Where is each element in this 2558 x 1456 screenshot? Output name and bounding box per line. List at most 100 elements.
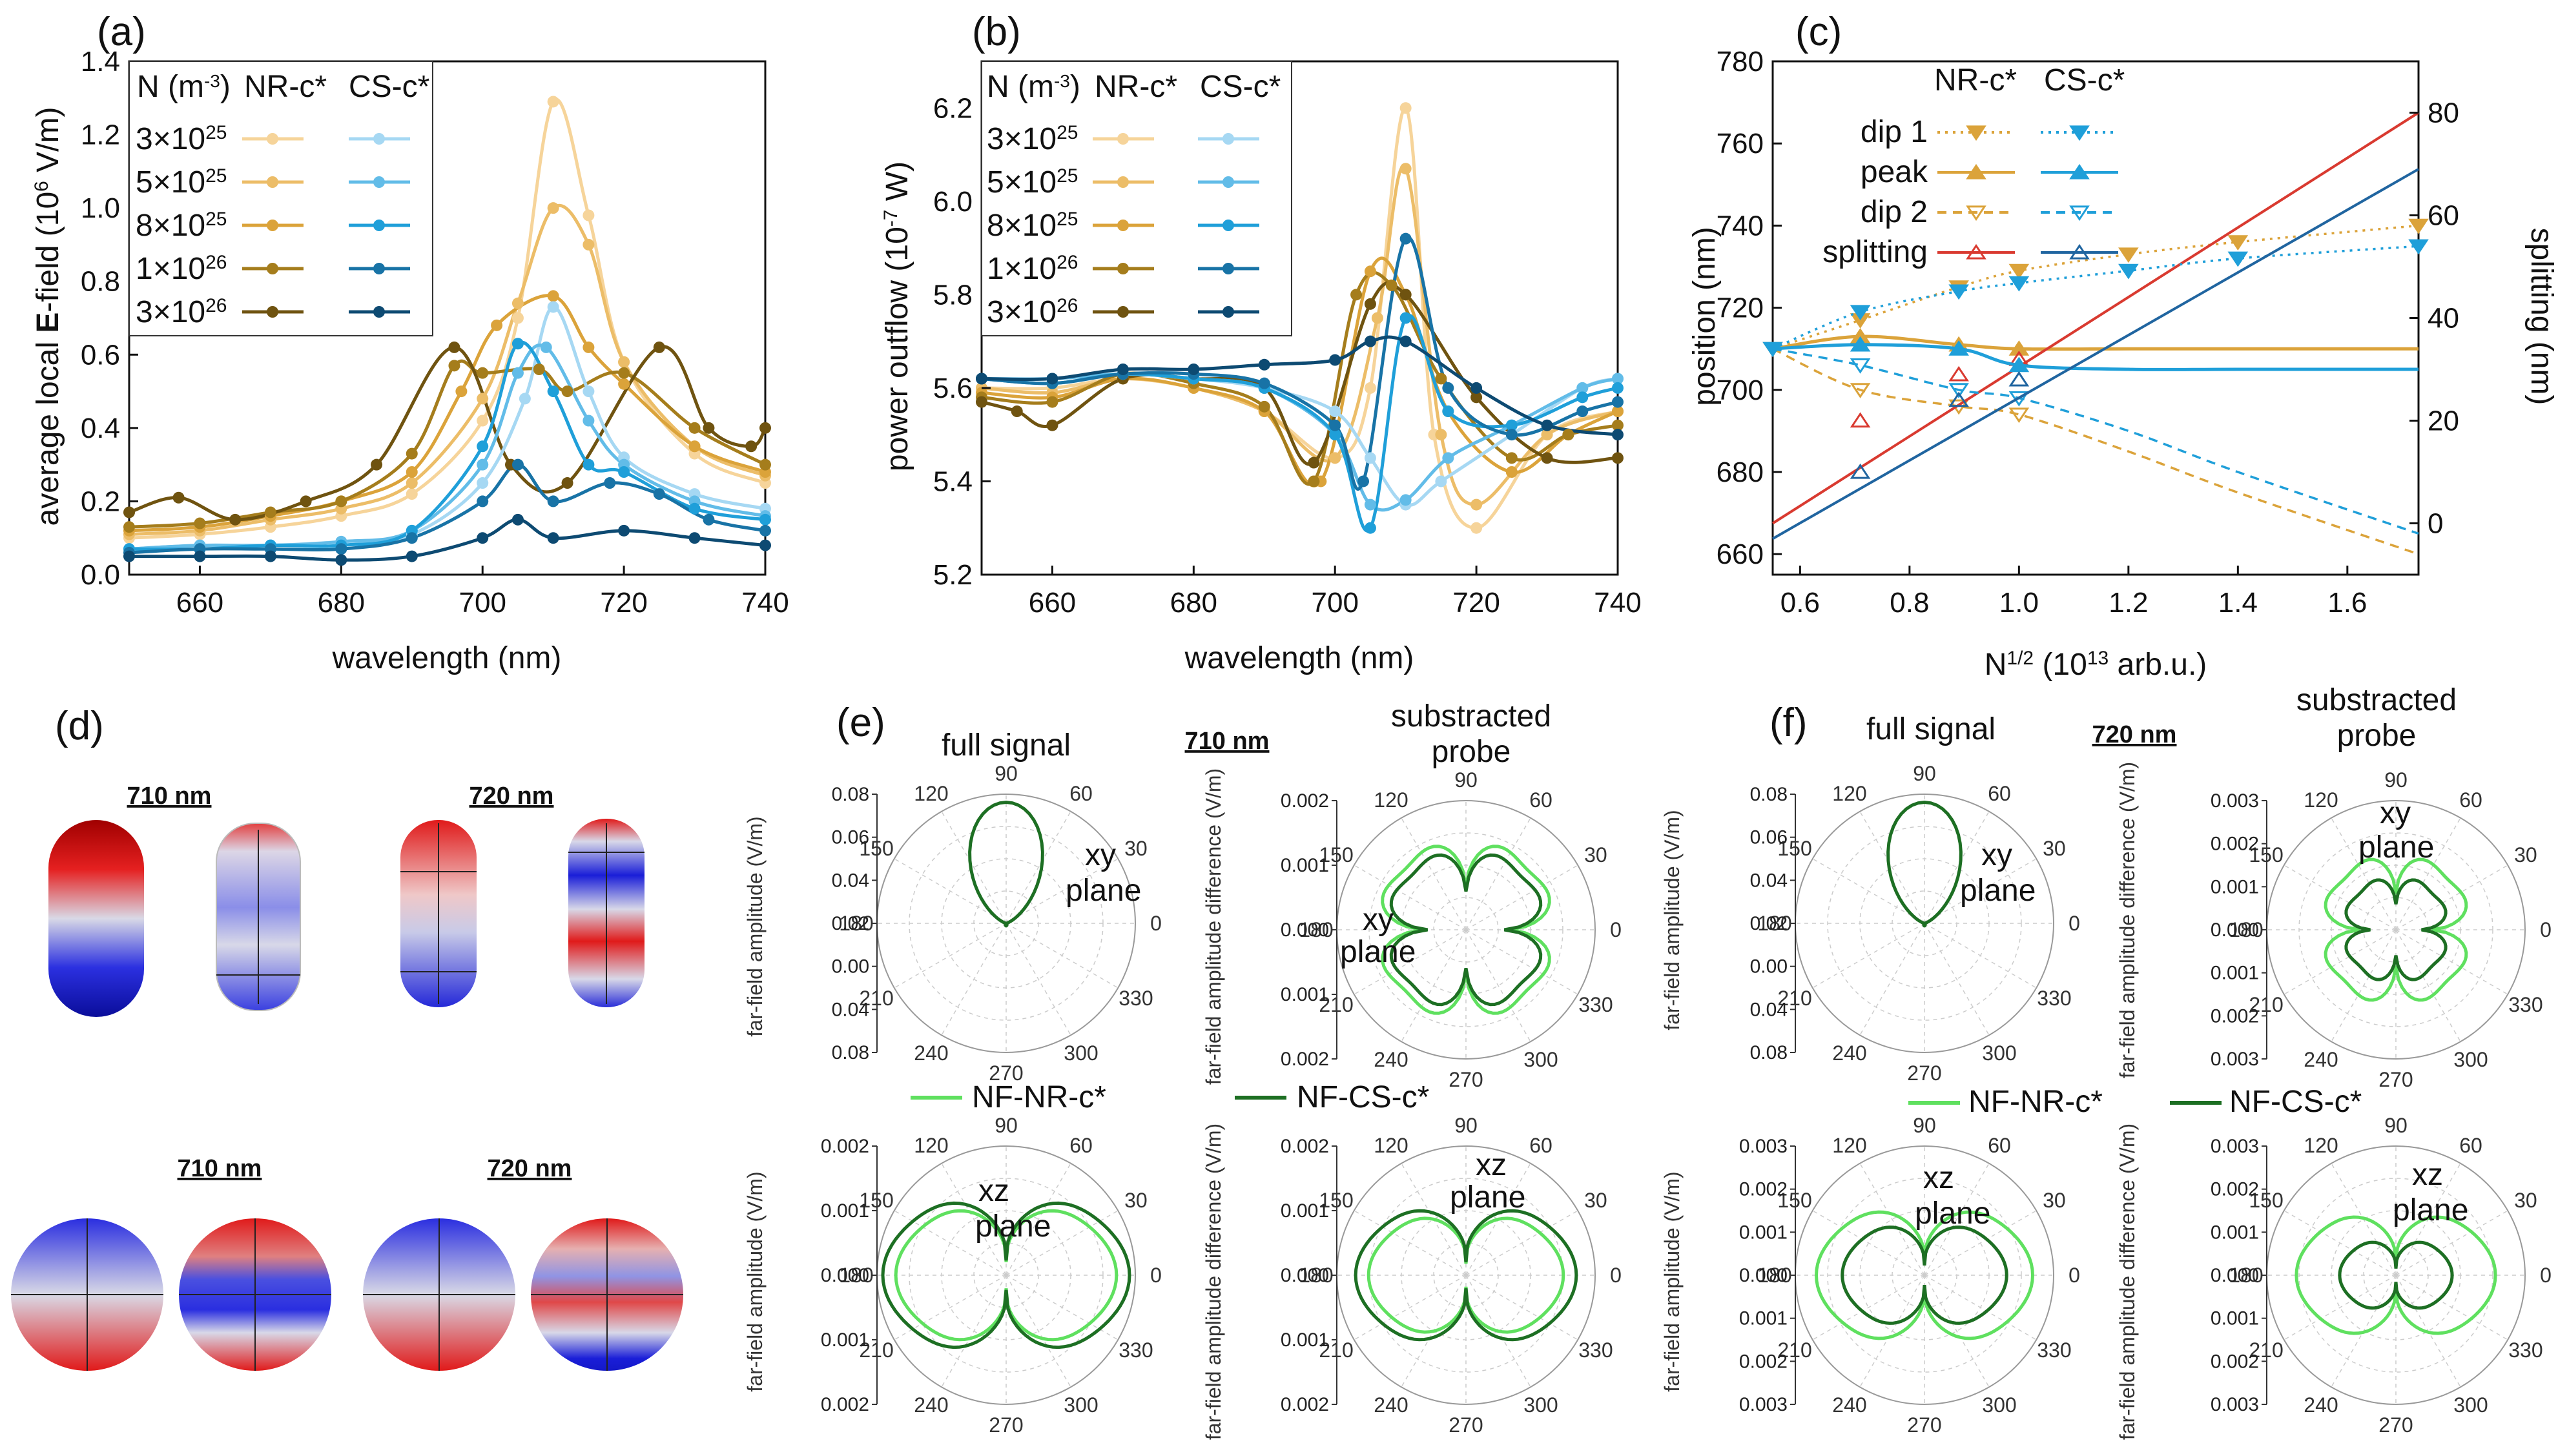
polar-y-tick-label: 0.00 xyxy=(832,956,869,978)
polar-spoke xyxy=(1006,1163,1071,1276)
data-point-nr-3e26 xyxy=(1470,391,1483,404)
data-point-nr-1e26 xyxy=(1612,419,1624,431)
e-full-xy-tag-1: xy xyxy=(1085,838,1116,872)
f-sub-xz-tag-2: plane xyxy=(2393,1193,2468,1227)
c-x-tick-label: 1.0 xyxy=(1999,587,2039,619)
data-point-nr-3e25 xyxy=(406,488,418,500)
polar-y-tick-label: 0.001 xyxy=(1281,855,1329,876)
c-nr-dip2-marker xyxy=(2008,407,2030,424)
panel-b-label: (b) xyxy=(972,10,1021,54)
polar-spoke xyxy=(941,811,1007,924)
f-legend-cs: NF-CS-c* xyxy=(2229,1085,2362,1119)
polar-angle-label: 120 xyxy=(1832,1134,1866,1157)
f-sub-xz-ylabel: far-field amplitude difference (V/m) xyxy=(2116,1123,2139,1440)
data-point-cs-8e25 xyxy=(1329,429,1341,441)
legend-cs-marker xyxy=(1222,220,1234,231)
c-legend-row-label: dip 1 xyxy=(1861,115,1928,149)
data-point-nr-3e25 xyxy=(1470,522,1483,534)
legend-c-header-nr: NR-c* xyxy=(1934,63,2017,97)
polar-angle-label: 30 xyxy=(1124,1189,1148,1212)
y-tick-label: 5.4 xyxy=(933,466,973,497)
legend-nr-marker xyxy=(267,263,278,274)
f-xz-tag-2: plane xyxy=(1915,1196,1990,1231)
polar-angle-label: 90 xyxy=(1913,1114,1936,1137)
polar-angle-label: 270 xyxy=(2378,1068,2413,1091)
data-point-nr-5e25 xyxy=(477,393,489,405)
e-sub-xz-tag-1: xz xyxy=(1476,1148,1507,1182)
f-sub-xz-nr-curve xyxy=(2295,1215,2497,1335)
polar-spoke xyxy=(2284,865,2397,930)
legend-row-label: 5×1025 xyxy=(136,165,227,200)
polar-angle-label: 240 xyxy=(914,1041,948,1065)
data-point-cs-1e26 xyxy=(547,495,559,508)
polar-angle-label: 30 xyxy=(1584,1189,1607,1212)
polar-spoke xyxy=(1006,811,1071,924)
data-point-nr-5e25 xyxy=(1541,429,1553,441)
polar-angle-label: 120 xyxy=(2304,1134,2338,1157)
panel-c-ylabel: position (nm) xyxy=(1687,227,1722,405)
data-point-nr-1e26 xyxy=(1505,452,1518,464)
polar-spoke xyxy=(1465,1275,1578,1340)
polar-angle-label: 270 xyxy=(1907,1061,1941,1085)
polar-y-tick-label: 0.001 xyxy=(1281,1200,1329,1222)
d-cs-720-crosshair xyxy=(568,823,645,1004)
data-point-nr-3e26 xyxy=(300,495,312,508)
data-point-cs-8e25 xyxy=(1399,312,1412,324)
legend-row-label: 1×1026 xyxy=(136,252,227,287)
series-line-nr-1e26 xyxy=(129,359,767,529)
data-point-nr-5e25 xyxy=(1371,312,1383,324)
polar-y-tick-label: 0.001 xyxy=(2211,963,2259,984)
data-point-nr-5e25 xyxy=(1399,163,1412,175)
polar-spoke xyxy=(1924,923,2037,989)
data-point-cs-1e26 xyxy=(759,524,771,537)
polar-spoke xyxy=(894,858,1007,924)
c-x-tick-label: 1.2 xyxy=(2109,587,2148,619)
data-point-nr-1e26 xyxy=(688,422,701,434)
panel-a-legend: N (m-3) NR-c* CS-c* 3×1025 5×1025 8×1025 1×… xyxy=(129,61,433,336)
e-sub-title-1: substracted xyxy=(1391,699,1551,733)
y-tick-label: 0.4 xyxy=(81,413,120,444)
polar-angle-label: 30 xyxy=(2043,1189,2066,1212)
y-tick-label: 5.6 xyxy=(933,373,973,404)
data-point-nr-3e25 xyxy=(511,312,524,324)
legend-nr-marker xyxy=(267,133,278,145)
c-cs-splitting-marker xyxy=(1948,391,1969,407)
series-line-nr-3e26 xyxy=(129,345,767,522)
polar-angle-label: 300 xyxy=(1064,1041,1098,1065)
legend-a-header-nr: NR-c* xyxy=(244,70,327,104)
polar-angle-label: 330 xyxy=(1578,1338,1613,1362)
polar-y-tick-label: 0.003 xyxy=(2211,1049,2259,1070)
polar-spoke xyxy=(1812,923,1925,989)
c-cs-dip2-line xyxy=(1772,347,2419,535)
data-point-nr-1e26 xyxy=(335,495,347,508)
data-point-cs-5e25 xyxy=(477,458,489,471)
polar-spoke xyxy=(1354,865,1467,930)
polar-angle-label: 330 xyxy=(2037,987,2071,1010)
polar-y-tick-label: 0.002 xyxy=(1281,790,1329,812)
data-point-cs-8e25 xyxy=(1505,419,1518,431)
data-point-nr-1e26 xyxy=(1435,373,1447,385)
y-tick-label: 5.2 xyxy=(933,559,973,591)
legend-nr-marker xyxy=(1117,263,1129,274)
polar-y-tick-label: 0.003 xyxy=(1739,1394,1788,1415)
data-point-cs-1e26 xyxy=(703,513,715,526)
legend-nr-marker xyxy=(267,220,278,231)
polar-y-tick-label: 0.001 xyxy=(821,1329,869,1351)
legend-row-label: 8×1025 xyxy=(136,209,227,243)
polar-spoke xyxy=(1465,817,1531,930)
polar-y-tick-label: 0.001 xyxy=(1281,1329,1329,1351)
polar-angle-label: 0 xyxy=(1610,1264,1622,1287)
polar-y-tick-label: 0.002 xyxy=(1281,1136,1329,1157)
polar-spoke xyxy=(2395,929,2461,1042)
c-nr-peak-marker xyxy=(2008,340,2030,356)
data-point-cs-5e25 xyxy=(1364,498,1376,511)
data-point-cs-8e25 xyxy=(477,440,489,453)
data-point-nr-3e26 xyxy=(172,491,185,504)
panel-b-chart: (b) 660 680 700 720 740 5.2 5.4 5.6 5.8 6.0 6.2 wa… xyxy=(880,10,1642,675)
polar-spoke xyxy=(2395,817,2461,930)
polar-spoke xyxy=(1924,1210,2037,1276)
x-tick-label: 660 xyxy=(176,587,223,619)
polar-spoke xyxy=(941,1163,1007,1276)
polar-angle-label: 180 xyxy=(2229,918,2263,941)
data-point-cs-3e26 xyxy=(1541,419,1553,431)
